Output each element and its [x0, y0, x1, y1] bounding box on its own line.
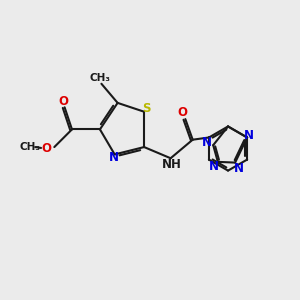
Text: CH₃: CH₃: [89, 74, 110, 83]
Text: NH: NH: [162, 158, 182, 171]
Text: S: S: [142, 102, 151, 115]
Text: N: N: [109, 152, 119, 164]
Text: CH₃: CH₃: [20, 142, 40, 152]
Text: N: N: [202, 136, 212, 149]
Text: N: N: [209, 160, 219, 173]
Text: O: O: [41, 142, 51, 155]
Text: O: O: [177, 106, 188, 119]
Text: O: O: [58, 95, 68, 108]
Text: N: N: [244, 129, 254, 142]
Text: N: N: [234, 161, 244, 175]
